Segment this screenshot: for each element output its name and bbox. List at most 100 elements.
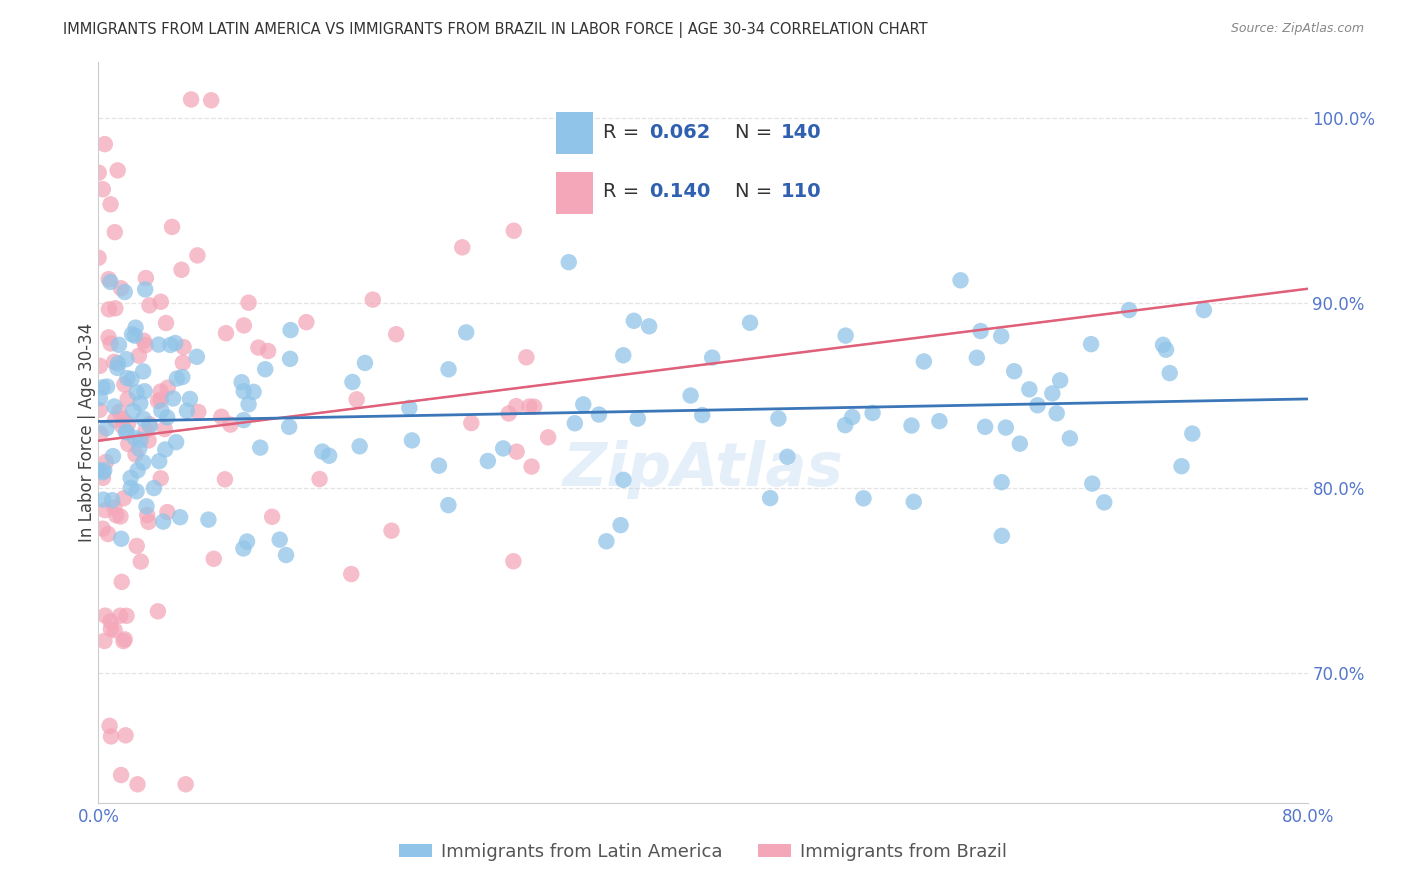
Point [776,450,799,464]
Point [295,315,318,329]
Point [994,420,1017,434]
Point [128,442,150,456]
Point [437,498,460,512]
Point [537,430,560,444]
Point [125,539,148,553]
Point [93,463,115,477]
Point [502,554,524,568]
Point [949,273,972,287]
Point [156,505,179,519]
Point [111,412,134,426]
Point [768,411,790,425]
Point [505,399,527,413]
Point [238,295,260,310]
Point [108,338,131,352]
Point [132,411,155,425]
Point [1154,343,1177,357]
Point [148,454,170,468]
Point [257,344,280,359]
Point [1080,337,1102,351]
Point [156,381,179,395]
Point [456,326,478,340]
Point [146,394,169,409]
Point [834,328,856,343]
Point [187,405,209,419]
Point [160,219,183,234]
Point [96,379,118,393]
Point [346,392,368,407]
Point [180,92,202,106]
Point [627,411,650,425]
Point [498,407,520,421]
Point [186,248,208,262]
Point [1192,303,1215,318]
Point [125,385,148,400]
Point [93,634,115,648]
Point [115,608,138,623]
Point [595,534,617,549]
Point [202,551,225,566]
Point [111,574,134,589]
Point [89,426,111,441]
Point [120,481,142,495]
Point [262,509,284,524]
Point [124,448,146,462]
Point [108,405,131,419]
Point [173,340,195,354]
Point [94,503,117,517]
Point [564,416,586,430]
Point [87,166,110,180]
Point [398,401,420,415]
Point [340,567,363,582]
Point [124,431,146,445]
Point [105,508,128,523]
Point [121,372,143,386]
Point [100,275,122,289]
Point [477,454,499,468]
Point [974,419,997,434]
Point [236,534,259,549]
Point [1040,386,1063,401]
Text: ZipAtlas: ZipAtlas [562,440,844,500]
Point [138,434,160,448]
Point [146,604,169,618]
Point [612,348,634,362]
Point [354,356,377,370]
Point [254,362,277,376]
Point [91,492,114,507]
Point [91,471,114,485]
Point [219,417,242,432]
Point [117,417,139,431]
Point [515,351,537,365]
Point [492,442,515,456]
Point [100,336,122,351]
Point [104,301,127,316]
Point [172,356,194,370]
Point [149,392,172,407]
Point [165,336,187,351]
Point [460,416,482,430]
Point [135,500,157,514]
Point [1002,364,1025,378]
Point [115,425,138,439]
Point [128,349,150,363]
Point [231,376,253,390]
Point [132,334,155,348]
Point [174,777,197,791]
Point [134,282,156,296]
Point [149,471,172,485]
Point [117,392,139,406]
Point [101,493,124,508]
Point [169,510,191,524]
Point [903,495,925,509]
Point [148,337,170,351]
Point [451,240,474,254]
Point [121,327,143,342]
Point [242,384,264,399]
Point [209,409,232,424]
Point [107,357,129,371]
Point [1118,303,1140,318]
Point [115,425,138,440]
Point [238,397,260,411]
Point [1159,366,1181,380]
